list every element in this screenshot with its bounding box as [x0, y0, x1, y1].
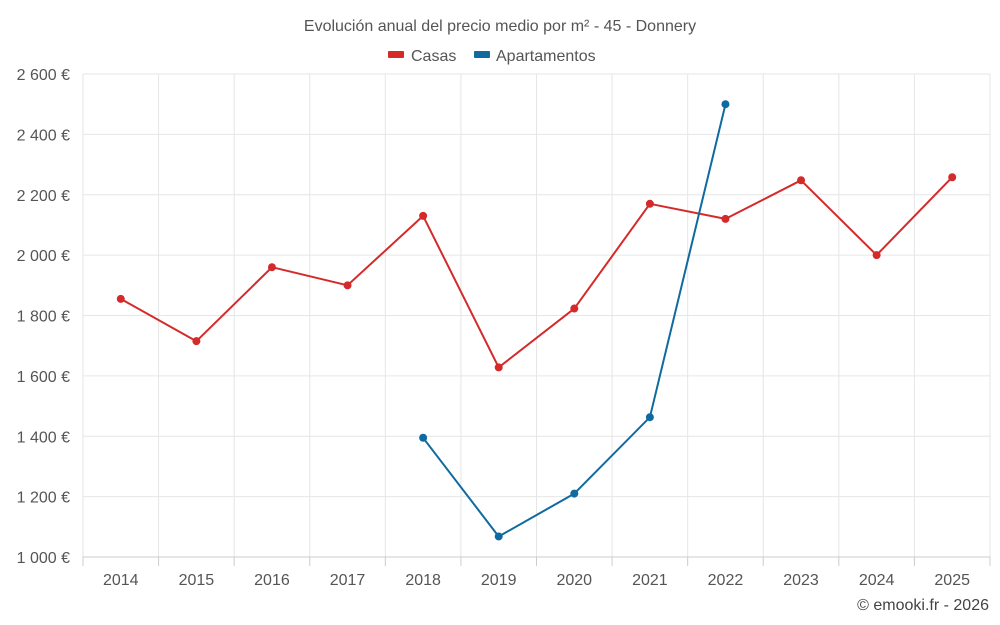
- data-point[interactable]: [343, 281, 352, 290]
- credit-text: © emooki.fr - 2026: [857, 597, 989, 614]
- data-point[interactable]: [645, 413, 654, 422]
- data-point[interactable]: [116, 294, 125, 303]
- y-tick-label: 1 400 €: [17, 429, 70, 446]
- data-point[interactable]: [419, 433, 428, 442]
- legend-label-casas[interactable]: Casas: [411, 48, 456, 65]
- x-tick-label: 2023: [783, 572, 819, 589]
- x-tick-label: 2018: [405, 572, 441, 589]
- data-point[interactable]: [721, 214, 730, 223]
- legend-swatch-apartamentos: [474, 51, 490, 58]
- x-tick-label: 2015: [179, 572, 215, 589]
- series-layer: [116, 100, 957, 541]
- data-point[interactable]: [872, 251, 881, 260]
- x-tick-label: 2022: [708, 572, 744, 589]
- data-point[interactable]: [721, 100, 730, 109]
- data-point[interactable]: [494, 532, 503, 541]
- chart-legend: Casas Apartamentos: [388, 48, 596, 65]
- x-tick-label: 2020: [556, 572, 592, 589]
- x-tick-label: 2021: [632, 572, 668, 589]
- y-tick-label: 1 600 €: [17, 369, 70, 386]
- y-tick-label: 1 000 €: [17, 550, 70, 567]
- x-tick-label: 2025: [934, 572, 970, 589]
- data-point[interactable]: [267, 263, 276, 272]
- x-tick-label: 2017: [330, 572, 366, 589]
- series-casas: [116, 173, 957, 372]
- y-tick-label: 2 200 €: [17, 188, 70, 205]
- data-point[interactable]: [570, 489, 579, 498]
- x-axis: 2014 2015 2016 2017 2018 2019 2020 2021 2022 2023…: [82, 556, 991, 589]
- y-tick-label: 2 600 €: [17, 67, 70, 84]
- y-tick-label: 2 400 €: [17, 127, 70, 144]
- x-tick-label: 2024: [859, 572, 895, 589]
- x-tick-label: 2016: [254, 572, 290, 589]
- series-line: [120, 176, 953, 369]
- series-line: [422, 103, 727, 538]
- data-point[interactable]: [192, 337, 201, 346]
- grid-lines: [82, 73, 991, 558]
- x-tick-label: 2014: [103, 572, 139, 589]
- legend-swatch-casas: [388, 51, 404, 58]
- data-point[interactable]: [570, 304, 579, 313]
- x-tick-label: 2019: [481, 572, 517, 589]
- series-apartamentos: [419, 100, 730, 541]
- y-tick-label: 1 200 €: [17, 490, 70, 507]
- data-point[interactable]: [948, 173, 957, 182]
- y-axis: 1 000 € 1 200 € 1 400 € 1 600 € 1 800 € 2 000…: [17, 67, 70, 567]
- y-tick-label: 1 800 €: [17, 309, 70, 326]
- legend-label-apartamentos[interactable]: Apartamentos: [496, 48, 596, 65]
- data-point[interactable]: [797, 176, 806, 185]
- chart-title: Evolución anual del precio medio por m² …: [304, 18, 696, 35]
- data-point[interactable]: [645, 199, 654, 208]
- data-point[interactable]: [419, 211, 428, 220]
- data-point[interactable]: [494, 363, 503, 372]
- y-tick-label: 2 000 €: [17, 248, 70, 265]
